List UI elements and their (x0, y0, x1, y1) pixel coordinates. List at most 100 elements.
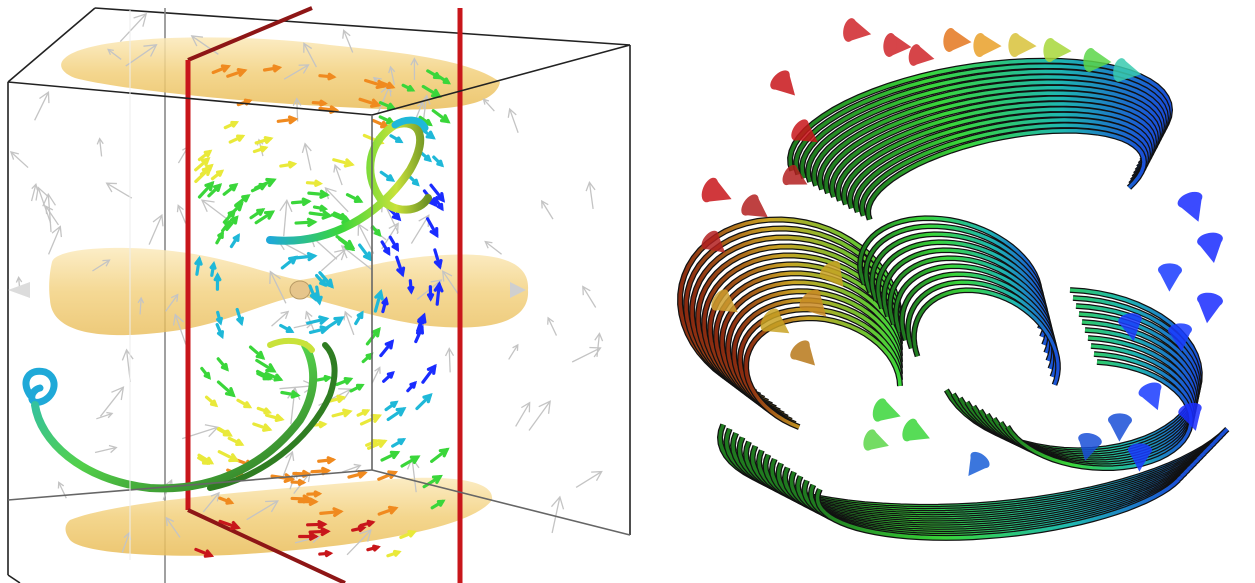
colored-vector-arrow (370, 225, 382, 238)
colored-vector-arrow (391, 438, 407, 448)
colored-vector-arrow (215, 323, 224, 340)
isosurface-bottom (65, 477, 493, 556)
gray-vector-arrow (342, 29, 354, 53)
cone-glyph (782, 164, 808, 186)
colored-vector-arrow (227, 201, 244, 218)
colored-vector-arrow (254, 210, 276, 225)
colored-vector-arrow (210, 169, 225, 181)
isosurface-middle (49, 247, 529, 336)
gray-vector-arrow (172, 313, 187, 345)
colored-vector-arrow (294, 251, 318, 262)
gray-vector-arrow (283, 64, 310, 80)
streamline-tubes (22, 116, 432, 493)
cone-glyph (819, 260, 844, 287)
colored-vector-arrow (211, 64, 231, 75)
colored-vector-arrow (332, 158, 355, 168)
gray-vector-arrow (594, 332, 604, 357)
streamline-ribbon-right (1005, 359, 1194, 472)
colored-vector-arrow (373, 289, 384, 313)
colored-vector-arrow (229, 233, 240, 249)
colored-vector-arrow (386, 407, 407, 422)
colored-vector-arrow (249, 208, 266, 220)
cone-glyph (902, 418, 930, 442)
cone-glyph (1118, 313, 1142, 342)
colored-vector-arrow (252, 145, 269, 154)
colored-vector-arrow (433, 281, 444, 306)
cone-glyph (968, 451, 990, 477)
streamline-ribbon-upper (865, 127, 1148, 221)
colored-vector-arrow (381, 296, 389, 314)
gray-vector-arrow (137, 296, 145, 315)
cone-glyph (741, 194, 768, 218)
colored-vector-arrow (347, 470, 368, 479)
colored-vector-arrow (345, 193, 364, 203)
colored-vector-arrow (310, 466, 332, 476)
gray-vector-arrow (388, 65, 396, 86)
colored-vector-arrow (380, 240, 391, 256)
cone-glyph (1158, 263, 1182, 292)
colored-vector-arrow (354, 310, 364, 326)
colored-vector-arrow (399, 529, 417, 540)
colored-vector-arrow (280, 390, 301, 399)
gray-vector-arrow (99, 386, 125, 417)
cone-glyph (1108, 413, 1132, 442)
colored-vector-arrow (307, 189, 330, 199)
gray-vector-arrow (482, 98, 495, 112)
colored-vector-arrow (379, 339, 395, 358)
colored-vector-arrow (421, 363, 437, 384)
cone-glyph (1138, 382, 1162, 411)
colored-vector-arrow (294, 217, 318, 227)
colored-vector-arrow (359, 519, 376, 527)
colored-vector-arrow (395, 255, 406, 278)
gray-vector-arrow (121, 348, 134, 383)
colored-vector-arrow (262, 64, 283, 73)
gray-vector-arrow (125, 44, 158, 67)
colored-vector-arrow (197, 180, 215, 199)
gray-vector-arrow (550, 495, 565, 534)
cone-glyph (863, 429, 889, 451)
gray-vector-arrow (292, 97, 302, 122)
colored-vector-arrow (297, 497, 319, 506)
gray-vector-arrow (515, 401, 531, 427)
cone-glyph (1043, 38, 1072, 62)
colored-vector-arrow (276, 115, 299, 125)
colored-vector-arrow (254, 136, 274, 145)
colored-vector-arrow (388, 235, 399, 253)
colored-vector-arrow (418, 150, 432, 163)
colored-vector-arrow (316, 374, 333, 382)
colored-vector-arrow (200, 366, 212, 380)
colored-vector-arrow (358, 97, 382, 108)
colored-vector-arrow (227, 436, 245, 447)
gray-vector-arrow (301, 142, 312, 171)
colored-vector-arrow (349, 383, 365, 393)
colored-vector-arrow (308, 284, 318, 302)
colored-vector-arrow (332, 211, 349, 220)
colored-vector-arrow (218, 496, 235, 505)
streamline-ribbon-upper (859, 122, 1150, 217)
streamline-ribbon-upper (805, 73, 1168, 183)
gray-vector-arrow (47, 225, 63, 255)
colored-vector-arrow (248, 345, 266, 360)
gray-vector-arrow (35, 186, 52, 224)
gray-vector-arrow (96, 137, 104, 157)
colored-vector-arrow (401, 83, 416, 92)
gray-vector-arrow (333, 163, 343, 186)
colored-vector-arrow (194, 547, 215, 558)
colored-vector-arrow (308, 325, 331, 335)
cone-glyph (799, 289, 827, 317)
colored-vector-arrow (425, 217, 439, 239)
cone-glyph (1168, 323, 1192, 352)
cone-glyph (872, 398, 901, 422)
gray-vector-arrow (507, 107, 519, 133)
colored-vector-arrow (378, 101, 397, 111)
streamline-ribbon-upper (835, 100, 1158, 202)
gray-vector-arrow (371, 366, 381, 384)
colored-vector-arrow (318, 550, 334, 558)
colored-vector-arrow (290, 478, 307, 486)
colored-vector-arrow (361, 352, 374, 364)
gray-vector-arrow (30, 182, 39, 202)
streamline-render (677, 18, 1230, 541)
colored-vector-arrow (422, 474, 443, 489)
colored-vector-arrow (317, 456, 337, 465)
colored-vector-arrow (255, 358, 277, 373)
